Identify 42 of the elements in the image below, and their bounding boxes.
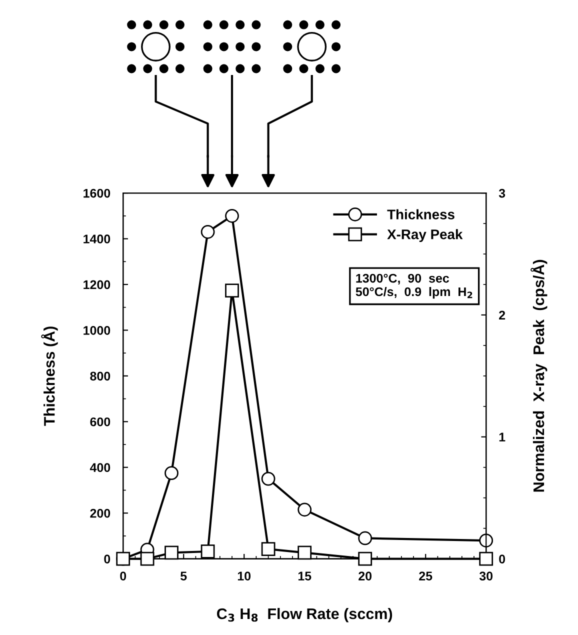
y2-tick-label: 3 <box>498 188 506 198</box>
point <box>200 224 215 239</box>
point <box>261 542 276 556</box>
point <box>358 531 372 546</box>
point <box>225 208 239 223</box>
y-tick-label: 800 <box>90 372 110 381</box>
x-tick-label: 25 <box>419 572 432 580</box>
point <box>164 466 178 480</box>
x-tick-label: 20 <box>358 572 372 580</box>
y-tick-label: 400 <box>90 463 110 472</box>
x-tick-label: 15 <box>298 572 312 580</box>
x-tick-label: 5 <box>180 572 187 580</box>
x-axis-title: C$_{3}$ H$_{8}$ Flow Rate (sccm) <box>217 608 392 622</box>
x-tick-label: 10 <box>238 572 251 580</box>
annotation: 1300°C, 90 sec 50°C/s, 0.9 lpm H$_{2}$ <box>356 274 472 299</box>
point <box>479 534 494 548</box>
point <box>225 284 239 298</box>
y-axis-title: Thickness (Å) <box>41 326 58 426</box>
legend-label: X-Ray Peak <box>387 229 463 242</box>
y2-tick-label: 2 <box>499 310 506 320</box>
point <box>164 546 178 560</box>
y-tick-label: 1200 <box>84 280 110 290</box>
point <box>358 552 372 566</box>
legend-label: Thickness <box>387 209 454 220</box>
point <box>261 472 276 486</box>
y2-axis-title: Normalized X-ray Peak (cps/Å) <box>530 260 548 492</box>
y-tick-label: 1600 <box>84 188 110 198</box>
y2-tick-label: 0 <box>499 554 506 564</box>
x-tick-label: 30 <box>479 572 493 580</box>
point <box>140 552 154 566</box>
point <box>116 552 130 566</box>
point <box>298 502 312 517</box>
y-tick-label: 200 <box>90 508 110 518</box>
point <box>200 544 215 558</box>
x-tick-label: 0 <box>120 572 126 580</box>
point <box>479 552 494 566</box>
point <box>298 546 312 560</box>
y-tick-label: 0 <box>104 554 110 564</box>
y-tick-label: 1000 <box>84 326 110 335</box>
y-tick-label: 1400 <box>84 234 110 244</box>
y-tick-label: 600 <box>90 417 110 426</box>
y2-tick-label: 1 <box>499 432 506 442</box>
